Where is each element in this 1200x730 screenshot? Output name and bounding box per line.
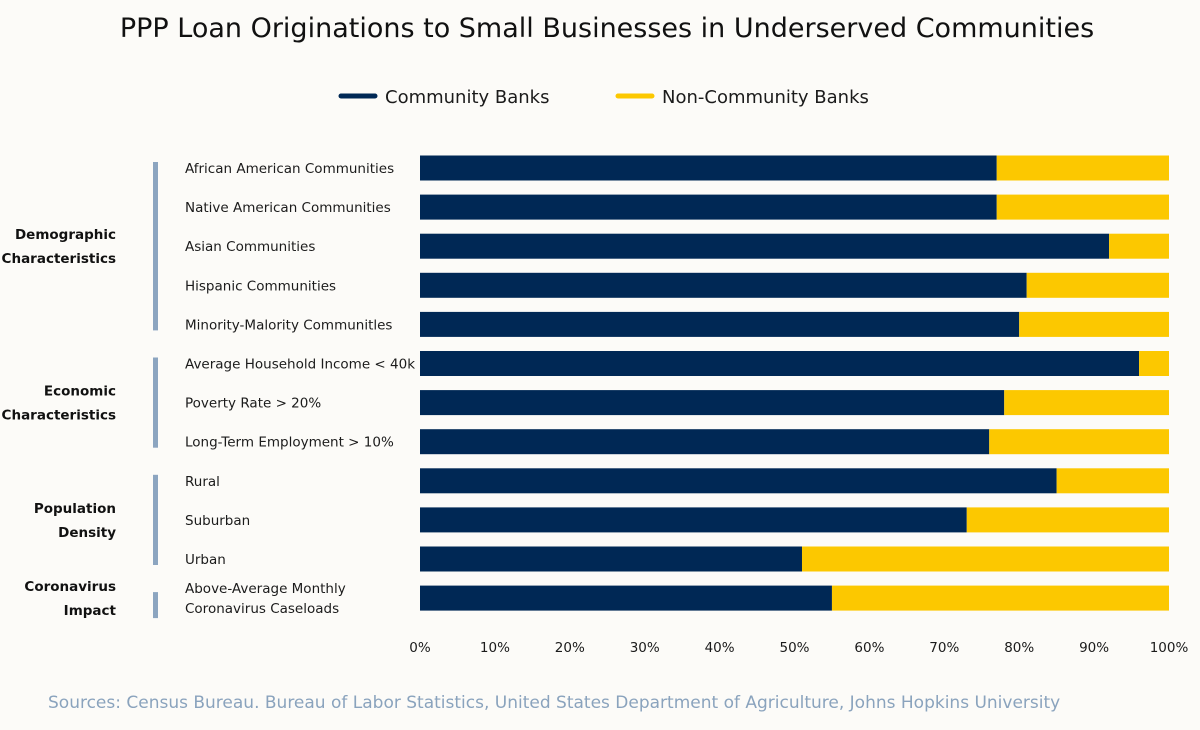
x-tick-label-5: 50% <box>779 640 809 656</box>
category-labels: African American Communities Native Ameri… <box>185 161 415 617</box>
x-tick-label-7: 70% <box>929 640 959 656</box>
x-tick-label-8: 80% <box>1004 640 1034 656</box>
category-label-4: Minority-Malority Communitles <box>185 317 392 333</box>
group-label-1-line-0: Economic <box>44 384 116 400</box>
group-label-1-line-1: Characteristics <box>2 408 116 424</box>
x-tick-label-1: 10% <box>480 640 510 656</box>
x-tick-label-10: 100% <box>1150 640 1189 656</box>
group-label-0-line-1: Characteristics <box>2 251 116 267</box>
x-tick-label-0: 0% <box>409 640 431 656</box>
category-label-2: Asian Communities <box>185 239 315 255</box>
bar-community-9 <box>420 507 967 533</box>
bar-community-11 <box>420 585 832 611</box>
bar-non-community-0 <box>996 155 1169 181</box>
bar-non-community-4 <box>1019 311 1169 337</box>
group-bracket-3 <box>153 592 158 619</box>
group-label-3-line-0: Coronavirus <box>24 579 116 595</box>
bars <box>420 155 1169 611</box>
group-bracket-0 <box>153 162 158 331</box>
category-label-5: Average Household Income < 40k <box>185 357 415 373</box>
legend: Community Banks Non-Community Banks <box>338 87 869 108</box>
bar-non-community-6 <box>1004 390 1169 416</box>
category-label-1: Native American Communities <box>185 200 391 216</box>
bar-community-2 <box>420 233 1110 259</box>
bar-community-7 <box>420 429 990 455</box>
bar-non-community-1 <box>996 194 1169 220</box>
legend-label-community-banks: Community Banks <box>385 87 550 108</box>
bar-community-4 <box>420 311 1020 337</box>
x-axis-tick-labels: 0% 10% 20% 30% 40% 50% 60% 70% 80% 90% 100% <box>409 640 1188 656</box>
group-label-0-line-0: Demographic <box>15 227 116 243</box>
group-bracket-2 <box>153 474 158 565</box>
source-note: Sources: Census Bureau. Bureau of Labor … <box>48 693 1060 713</box>
bar-community-10 <box>420 546 802 572</box>
group-bracket-1 <box>153 357 158 448</box>
group-label-2-line-1: Density <box>58 525 116 541</box>
bar-non-community-11 <box>831 585 1169 611</box>
x-tick-label-6: 60% <box>854 640 884 656</box>
bar-community-3 <box>420 272 1027 298</box>
x-tick-label-4: 40% <box>705 640 735 656</box>
x-tick-label-9: 90% <box>1079 640 1109 656</box>
category-label-3: Hispanic Communities <box>185 278 336 294</box>
bar-non-community-10 <box>801 546 1169 572</box>
legend-label-non-community-banks: Non-Community Banks <box>662 87 869 108</box>
bar-community-1 <box>420 194 997 220</box>
category-label-11-line-1: Coronavirus Caseloads <box>185 601 339 617</box>
bar-non-community-3 <box>1026 272 1169 298</box>
x-tick-label-3: 30% <box>630 640 660 656</box>
x-tick-label-2: 20% <box>555 640 585 656</box>
bar-community-8 <box>420 468 1057 494</box>
bar-non-community-9 <box>966 507 1169 533</box>
chart-title: PPP Loan Originations to Small Businesse… <box>120 13 1094 44</box>
category-label-9: Suburban <box>185 513 250 529</box>
bar-non-community-8 <box>1056 468 1169 494</box>
group-label-3-line-1: Impact <box>64 603 117 619</box>
category-label-6: Poverty Rate > 20% <box>185 396 321 412</box>
category-label-7: Long-Term Employment > 10% <box>185 435 394 451</box>
category-label-11-line-0: Above-Average Monthly <box>185 581 346 597</box>
category-label-10: Urban <box>185 552 226 568</box>
bar-non-community-5 <box>1139 351 1169 376</box>
group-label-2-line-0: Population <box>34 501 116 517</box>
category-label-8: Rural <box>185 474 220 490</box>
group-labels: Demographic Characteristics Economic Charac… <box>2 162 158 619</box>
bar-community-5 <box>420 351 1140 376</box>
bar-non-community-2 <box>1109 233 1169 259</box>
bar-non-community-7 <box>989 429 1169 455</box>
bar-community-0 <box>420 155 997 181</box>
category-label-0: African American Communities <box>185 161 394 177</box>
bar-community-6 <box>420 390 1005 416</box>
